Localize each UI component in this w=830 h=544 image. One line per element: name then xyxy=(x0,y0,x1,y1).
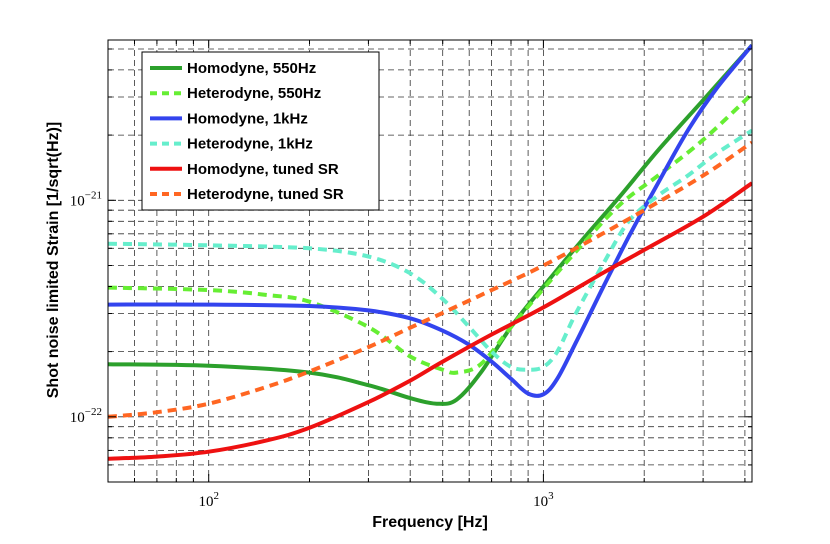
series-layer xyxy=(108,43,752,461)
series-line-homodyne-550hz xyxy=(108,43,752,406)
legend-label: Heterodyne, tuned SR xyxy=(187,186,344,203)
plot-frame xyxy=(107,39,753,483)
ticks xyxy=(107,40,752,482)
legend-label: Heterodyne, 550Hz xyxy=(187,85,321,102)
legend: Homodyne, 550Hz Heterodyne, 550Hz Homodyne… xyxy=(141,51,380,211)
series-line-heterodyne-550hz xyxy=(108,92,752,375)
series-line-homodyne-tuned-sr xyxy=(108,181,752,461)
legend-label: Homodyne, tuned SR xyxy=(187,161,339,178)
series-line-heterodyne-1khz xyxy=(108,128,752,372)
grid xyxy=(107,40,752,482)
y-tick-label: 10−22 xyxy=(70,406,102,426)
x-tick-label: 102 xyxy=(198,490,219,510)
legend-box xyxy=(141,51,380,211)
series-line-heterodyne-tuned-sr xyxy=(108,140,752,419)
legend-label: Homodyne, 1kHz xyxy=(187,110,308,127)
y-axis-label: Shot noise limited Strain [1/sqrt(Hz)] xyxy=(45,122,62,398)
x-tick-label: 103 xyxy=(533,490,554,510)
y-tick-label: 10−21 xyxy=(70,189,102,209)
series-line-homodyne-1khz xyxy=(108,44,752,398)
legend-label: Homodyne, 550Hz xyxy=(187,60,316,77)
legend-label: Heterodyne, 1kHz xyxy=(187,136,313,153)
tick-labels: 102 103 10−22 10−21 xyxy=(70,189,554,510)
x-axis-label: Frequency [Hz] xyxy=(372,514,488,531)
